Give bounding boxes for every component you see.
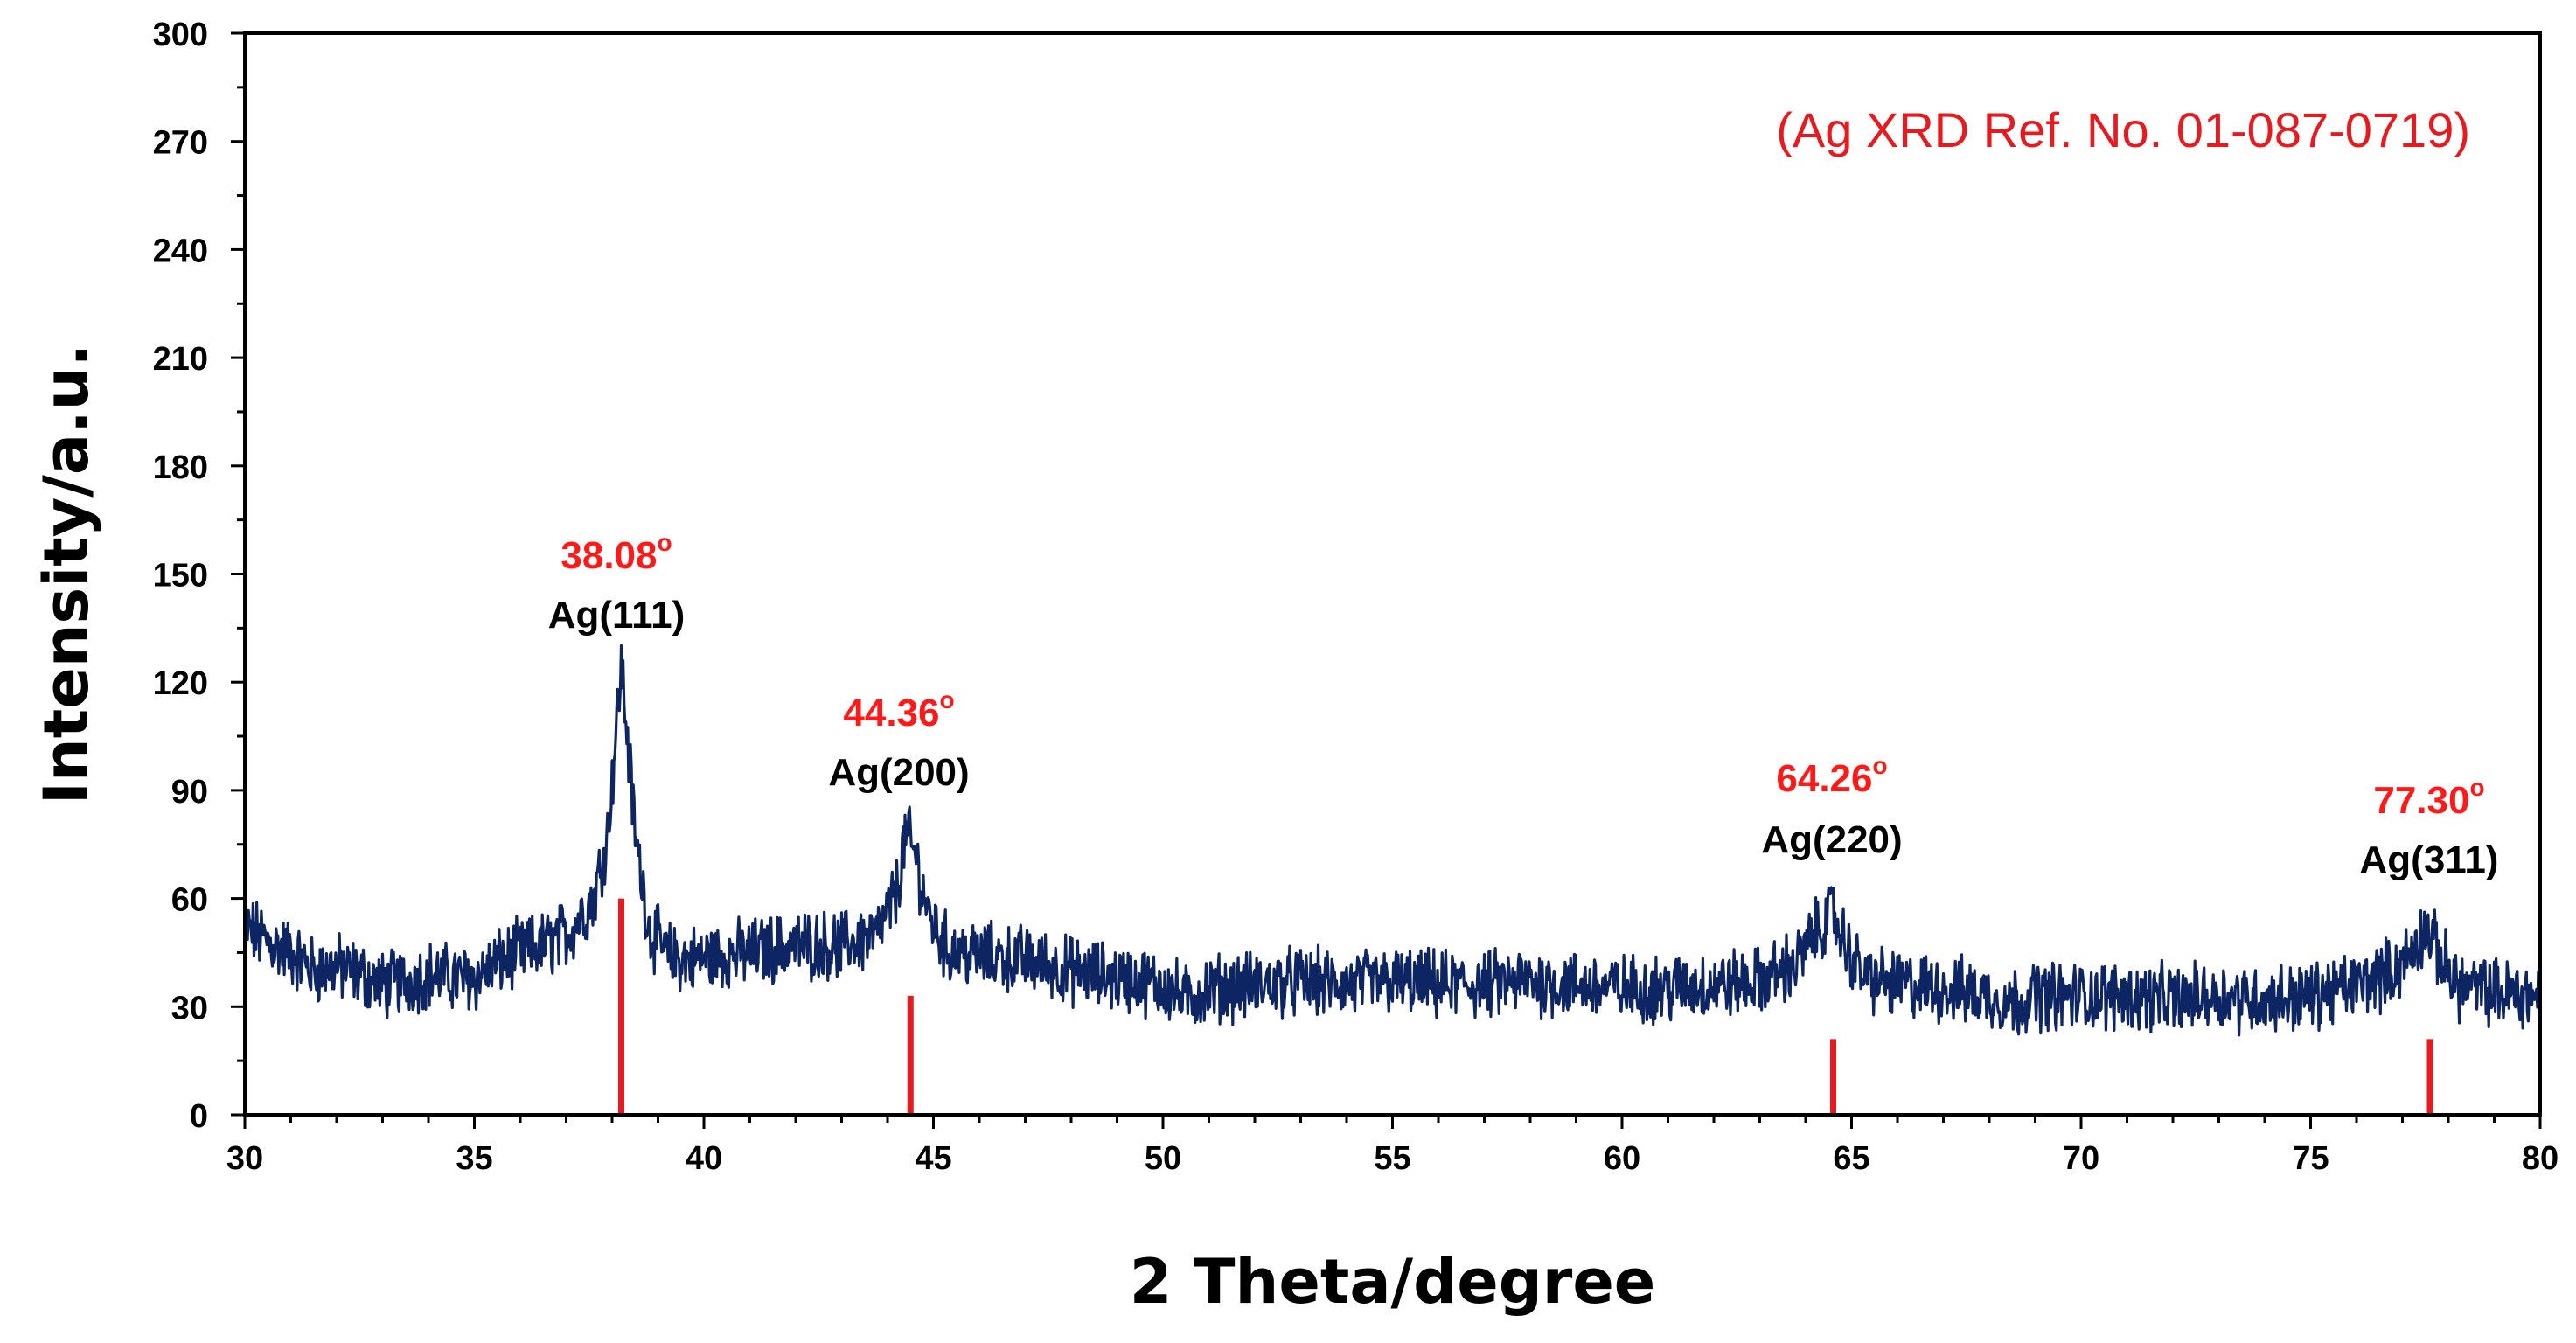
reference-lines: [618, 898, 2433, 1115]
x-tick-label: 40: [686, 1140, 722, 1177]
y-tick-label: 30: [171, 990, 208, 1026]
x-tick-label: 75: [2292, 1140, 2329, 1177]
reference-note: (Ag XRD Ref. No. 01-087-0719): [1776, 102, 2470, 157]
degree-mark: o: [1873, 752, 1888, 779]
xrd-intensity-line: [243, 644, 2542, 1037]
peak-angle-label: 64.26o: [1776, 752, 1887, 800]
x-axis-title: 2 Theta/degree: [1130, 1246, 1656, 1318]
y-tick-label: 90: [171, 774, 208, 811]
peak-plane-label: Ag(311): [2360, 839, 2499, 881]
ticks: 30 35 40 45 50 55 60 65 70 75 80 0 30 60 90 120 150 180 21…: [153, 17, 2559, 1177]
x-tick-label: 70: [2063, 1140, 2099, 1177]
x-tick-label: 55: [1374, 1140, 1410, 1177]
peak-plane-label: Ag(200): [828, 751, 969, 794]
x-tick-label: 45: [915, 1140, 951, 1177]
peak-angle-label: 77.30o: [2373, 774, 2484, 822]
degree-mark: o: [940, 686, 955, 713]
y-tick-label: 180: [153, 449, 208, 486]
y-tick-label: 120: [153, 665, 208, 702]
peak-angle-label: 38.08o: [560, 529, 672, 577]
x-tick-label: 50: [1145, 1140, 1181, 1177]
y-tick-label: 60: [171, 882, 208, 919]
y-tick-label: 150: [153, 558, 208, 595]
x-tick-label: 80: [2522, 1140, 2559, 1177]
peak-labels: 38.08o Ag(111) 44.36o Ag(200) 64.26o Ag(220) 7…: [548, 529, 2499, 881]
y-tick-label: 0: [190, 1098, 208, 1135]
peak-angle-label: 44.36o: [843, 686, 954, 734]
series-layer: [243, 644, 2542, 1037]
y-tick-label: 210: [153, 341, 208, 378]
degree-mark: o: [658, 529, 672, 556]
peak-plane-label: Ag(111): [548, 594, 686, 637]
y-tick-label: 240: [153, 233, 208, 269]
y-tick-label: 270: [153, 125, 208, 162]
y-axis-title: Intensity/a.u.: [31, 344, 102, 804]
x-tick-label: 30: [226, 1140, 263, 1177]
x-tick-label: 35: [456, 1140, 492, 1177]
x-tick-label: 60: [1604, 1140, 1640, 1177]
peak-plane-label: Ag(220): [1761, 818, 1902, 861]
y-tick-label: 300: [153, 17, 208, 53]
x-tick-label: 65: [1833, 1140, 1869, 1177]
degree-mark: o: [2470, 774, 2485, 801]
